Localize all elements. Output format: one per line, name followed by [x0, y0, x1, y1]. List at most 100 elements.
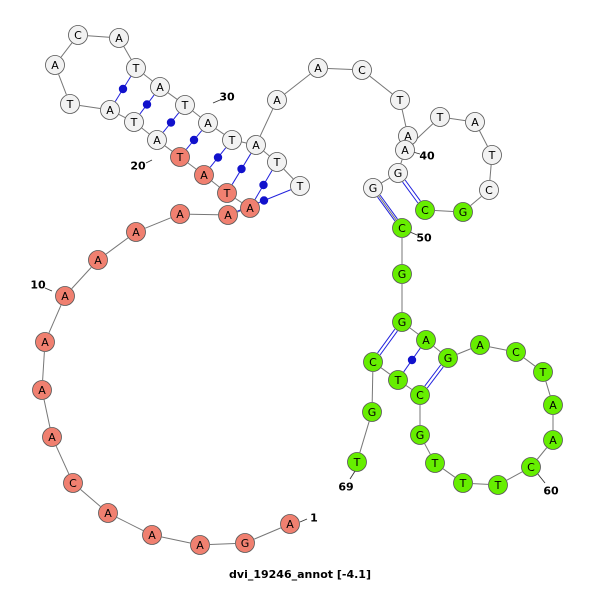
- base-circle[interactable]: [280, 514, 300, 534]
- base-circle[interactable]: [246, 135, 266, 155]
- base-node[interactable]: A: [198, 113, 218, 133]
- base-circle[interactable]: [362, 402, 382, 422]
- base-circle[interactable]: [482, 145, 502, 165]
- base-circle[interactable]: [488, 475, 508, 495]
- base-node[interactable]: G: [388, 163, 408, 183]
- base-circle[interactable]: [521, 457, 541, 477]
- base-circle[interactable]: [533, 362, 553, 382]
- base-circle[interactable]: [267, 152, 287, 172]
- base-circle[interactable]: [415, 200, 435, 220]
- base-circle[interactable]: [363, 352, 383, 372]
- base-node[interactable]: C: [506, 342, 526, 362]
- base-circle[interactable]: [100, 100, 120, 120]
- base-circle[interactable]: [390, 90, 410, 110]
- base-circle[interactable]: [395, 140, 415, 160]
- base-node[interactable]: A: [240, 198, 260, 218]
- base-circle[interactable]: [425, 453, 445, 473]
- base-node[interactable]: A: [55, 286, 75, 306]
- base-node[interactable]: C: [521, 457, 541, 477]
- base-circle[interactable]: [109, 28, 129, 48]
- base-node[interactable]: G: [235, 533, 255, 553]
- base-circle[interactable]: [32, 380, 52, 400]
- base-node[interactable]: A: [470, 335, 490, 355]
- base-node[interactable]: A: [100, 100, 120, 120]
- base-node[interactable]: A: [218, 205, 238, 225]
- base-node[interactable]: T: [453, 473, 473, 493]
- base-circle[interactable]: [465, 112, 485, 132]
- base-node[interactable]: A: [543, 430, 563, 450]
- base-circle[interactable]: [470, 335, 490, 355]
- base-circle[interactable]: [453, 473, 473, 493]
- base-node[interactable]: T: [217, 183, 237, 203]
- base-node[interactable]: C: [352, 60, 372, 80]
- base-node[interactable]: A: [194, 165, 214, 185]
- base-node[interactable]: A: [280, 514, 300, 534]
- base-node[interactable]: A: [147, 130, 167, 150]
- base-circle[interactable]: [363, 178, 383, 198]
- base-node[interactable]: T: [175, 95, 195, 115]
- base-node[interactable]: A: [543, 395, 563, 415]
- base-node[interactable]: A: [150, 77, 170, 97]
- base-circle[interactable]: [308, 58, 328, 78]
- base-circle[interactable]: [42, 427, 62, 447]
- base-circle[interactable]: [98, 503, 118, 523]
- base-node[interactable]: A: [35, 332, 55, 352]
- base-circle[interactable]: [35, 332, 55, 352]
- base-node[interactable]: G: [392, 264, 412, 284]
- base-node[interactable]: T: [533, 362, 553, 382]
- base-node[interactable]: A: [98, 503, 118, 523]
- base-node[interactable]: C: [68, 25, 88, 45]
- base-node[interactable]: T: [126, 58, 146, 78]
- base-circle[interactable]: [543, 395, 563, 415]
- base-node[interactable]: T: [482, 145, 502, 165]
- base-node[interactable]: A: [88, 250, 108, 270]
- base-node[interactable]: T: [170, 147, 190, 167]
- base-circle[interactable]: [175, 95, 195, 115]
- base-circle[interactable]: [170, 204, 190, 224]
- base-circle[interactable]: [150, 77, 170, 97]
- base-circle[interactable]: [88, 250, 108, 270]
- base-node[interactable]: A: [308, 58, 328, 78]
- base-node[interactable]: T: [222, 130, 242, 150]
- base-circle[interactable]: [240, 198, 260, 218]
- base-circle[interactable]: [267, 90, 287, 110]
- base-node[interactable]: A: [246, 135, 266, 155]
- base-node[interactable]: A: [32, 380, 52, 400]
- base-circle[interactable]: [479, 180, 499, 200]
- base-node[interactable]: A: [126, 222, 146, 242]
- base-circle[interactable]: [438, 348, 458, 368]
- base-node[interactable]: G: [453, 202, 473, 222]
- base-circle[interactable]: [126, 58, 146, 78]
- base-node[interactable]: T: [347, 452, 367, 472]
- base-node[interactable]: A: [465, 112, 485, 132]
- base-node[interactable]: A: [45, 55, 65, 75]
- base-node[interactable]: T: [488, 475, 508, 495]
- base-node[interactable]: A: [395, 140, 415, 160]
- base-node[interactable]: T: [430, 107, 450, 127]
- base-circle[interactable]: [392, 218, 412, 238]
- base-node[interactable]: C: [63, 473, 83, 493]
- base-circle[interactable]: [543, 430, 563, 450]
- base-node[interactable]: T: [290, 176, 310, 196]
- base-node[interactable]: T: [425, 453, 445, 473]
- base-node[interactable]: A: [416, 330, 436, 350]
- base-circle[interactable]: [410, 385, 430, 405]
- base-node[interactable]: C: [415, 200, 435, 220]
- base-circle[interactable]: [430, 107, 450, 127]
- base-circle[interactable]: [410, 425, 430, 445]
- base-circle[interactable]: [124, 112, 144, 132]
- base-circle[interactable]: [347, 452, 367, 472]
- base-circle[interactable]: [63, 473, 83, 493]
- base-circle[interactable]: [218, 205, 238, 225]
- base-circle[interactable]: [217, 183, 237, 203]
- base-circle[interactable]: [235, 533, 255, 553]
- base-node[interactable]: C: [392, 218, 412, 238]
- base-circle[interactable]: [45, 55, 65, 75]
- base-node[interactable]: A: [109, 28, 129, 48]
- base-circle[interactable]: [392, 264, 412, 284]
- base-node[interactable]: T: [60, 94, 80, 114]
- base-node[interactable]: G: [438, 348, 458, 368]
- base-circle[interactable]: [68, 25, 88, 45]
- base-circle[interactable]: [126, 222, 146, 242]
- base-node[interactable]: T: [267, 152, 287, 172]
